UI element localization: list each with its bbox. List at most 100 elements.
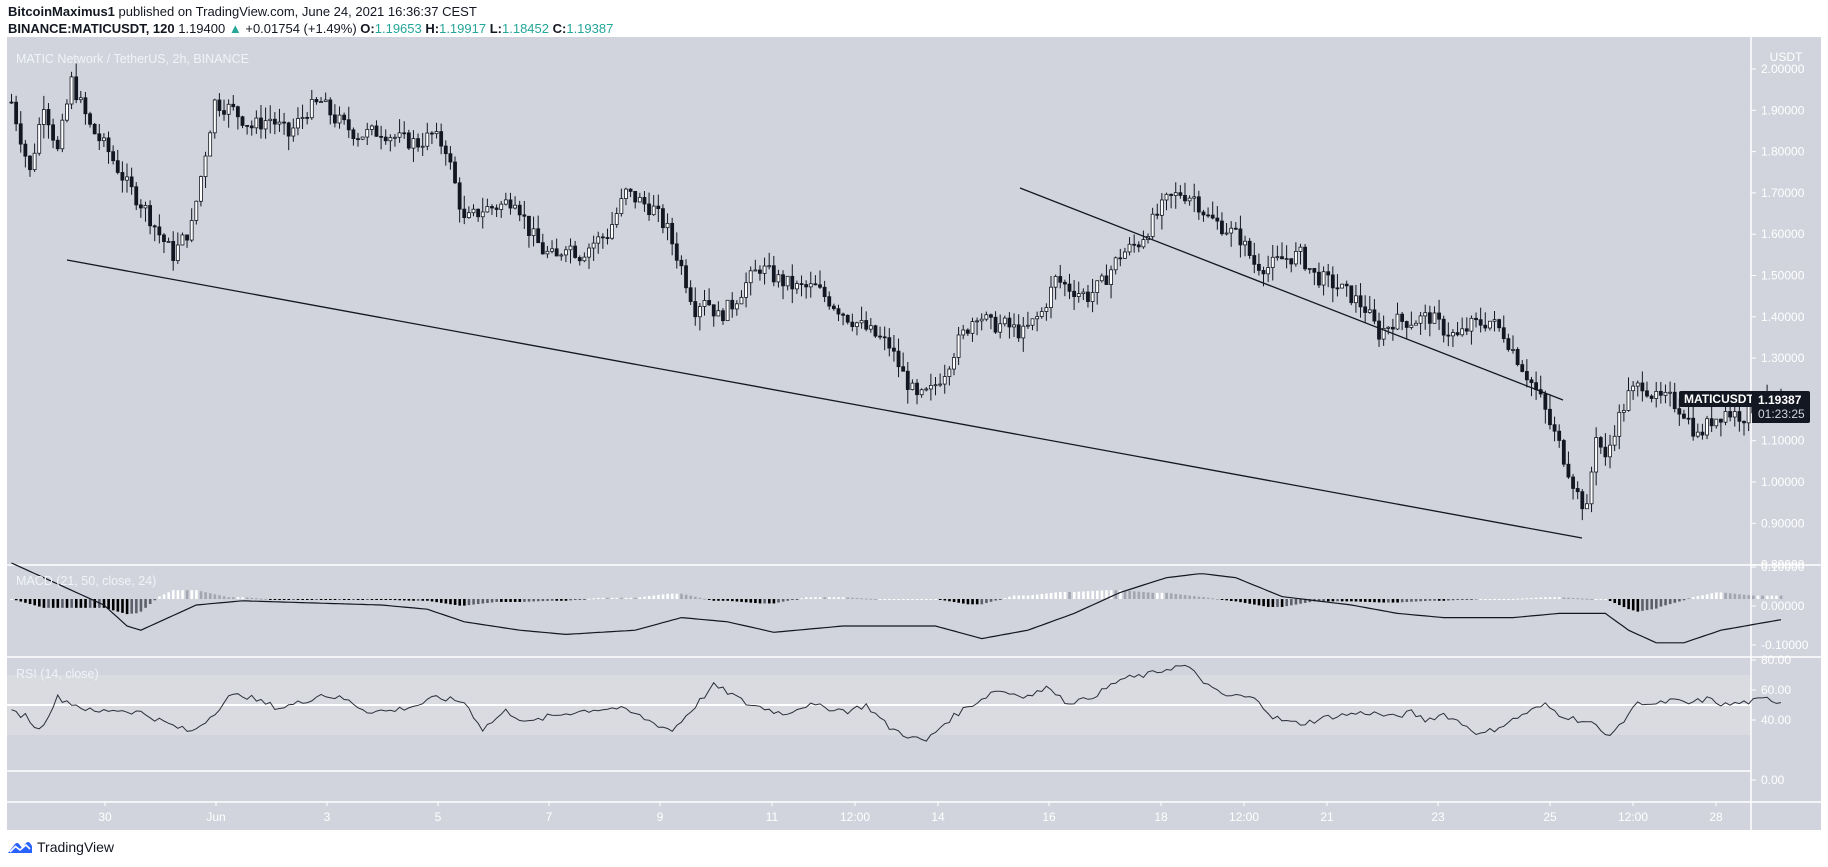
candle [111, 151, 116, 162]
candle [1081, 291, 1086, 295]
candle [1478, 319, 1483, 326]
candle [14, 101, 19, 125]
candle [1099, 275, 1104, 282]
candle [753, 269, 758, 272]
candle [157, 226, 162, 236]
time-tick: 11 [766, 810, 779, 824]
publish-line: BitcoinMaximus1 published on TradingView… [8, 4, 477, 19]
candle [693, 301, 698, 318]
candle [915, 382, 919, 396]
candle [564, 249, 568, 256]
candle [554, 248, 559, 257]
candle [707, 300, 712, 306]
price-tick: 1.10000 [1761, 434, 1805, 448]
candle [790, 275, 795, 290]
trendlines[interactable] [66, 187, 1583, 539]
candle [725, 299, 730, 322]
candle [1663, 391, 1668, 396]
price-tick: 1.50000 [1761, 269, 1805, 283]
candle [952, 357, 956, 370]
candle [416, 138, 420, 148]
candle [1113, 257, 1118, 271]
candle [1229, 227, 1234, 234]
candle [1737, 411, 1742, 422]
author-name[interactable]: BitcoinMaximus1 [8, 4, 115, 19]
candle [1317, 271, 1321, 286]
candle [1016, 324, 1021, 339]
candle [1464, 328, 1469, 332]
candle [771, 265, 776, 283]
time-tick: 18 [1154, 810, 1168, 824]
candle [1483, 324, 1488, 329]
candle [702, 300, 707, 307]
candle [1095, 280, 1100, 293]
low-label: L: [489, 21, 502, 36]
candle [637, 197, 642, 203]
candle [1210, 214, 1215, 219]
candle [1155, 213, 1160, 216]
candle [1608, 444, 1612, 458]
candle [286, 122, 291, 137]
candle [425, 132, 430, 147]
candle [1150, 213, 1155, 237]
high-value: 1.19917 [439, 21, 487, 36]
candle [1026, 324, 1030, 327]
rsi-tick: 40.00 [1761, 713, 1791, 727]
candle [420, 145, 425, 148]
candle [1335, 287, 1340, 290]
open-value: 1.19653 [374, 21, 422, 36]
time-tick: 28 [1709, 810, 1723, 824]
candle [651, 205, 656, 216]
candle [1437, 312, 1441, 320]
candle [661, 208, 665, 229]
candle [1446, 334, 1451, 337]
candle [1344, 283, 1349, 287]
candle [23, 143, 28, 157]
candle [383, 136, 388, 142]
candle [1575, 488, 1580, 493]
candle [1474, 317, 1478, 321]
candle [919, 389, 924, 396]
candle [942, 376, 947, 385]
candle [1524, 371, 1529, 381]
candle [1021, 325, 1026, 339]
tradingview-footer[interactable]: TradingView [7, 839, 114, 855]
price-tick: 1.80000 [1761, 145, 1805, 159]
candle [1709, 418, 1714, 427]
candle [1631, 385, 1636, 392]
price-tick: 1.60000 [1761, 227, 1805, 241]
candle [1427, 312, 1432, 324]
candle [1552, 424, 1557, 432]
candle [1668, 391, 1672, 394]
price-tick: 0.90000 [1761, 516, 1805, 530]
candle [1566, 463, 1571, 478]
candle [1280, 256, 1284, 260]
candle [494, 207, 499, 210]
candle [503, 199, 508, 205]
macd-label[interactable]: MACD (21, 50, close, 24) [16, 574, 157, 588]
time-tick: 16 [1042, 810, 1056, 824]
candle [1395, 313, 1400, 330]
candle [933, 384, 938, 387]
candle [379, 135, 384, 138]
published-text: published on TradingView.com, June 24, 2… [118, 4, 477, 19]
candle [1206, 214, 1210, 217]
candle [402, 132, 407, 135]
candle [605, 237, 610, 239]
candle [97, 133, 102, 142]
candle [633, 191, 638, 203]
candle [531, 228, 536, 236]
candle [1141, 239, 1146, 248]
bar-countdown: 01:23:25 [1758, 407, 1805, 421]
rsi-label[interactable]: RSI (14, close) [16, 667, 99, 681]
candle [1104, 275, 1109, 285]
candle [115, 160, 120, 173]
candle [665, 222, 670, 229]
candle [1686, 417, 1691, 420]
price-axis-unit: USDT [1770, 50, 1803, 64]
candle [947, 368, 952, 377]
macd-line [11, 562, 1782, 644]
candle [323, 99, 328, 102]
